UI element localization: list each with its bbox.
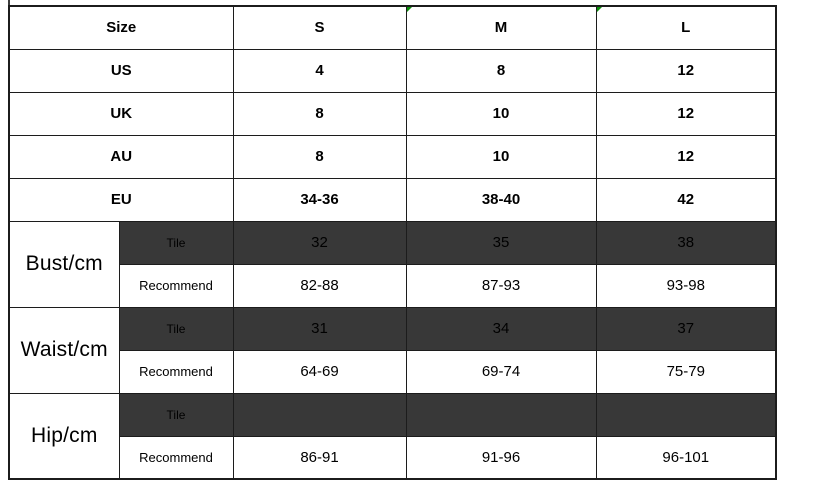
green-triangle-icon: [407, 7, 413, 12]
table-row-waist-tile: Waist/cm Tile 31 34 37: [8, 306, 777, 394]
cell-waist-tile-s: 31: [232, 306, 407, 351]
row-label-au: AU: [8, 134, 234, 179]
table-row-uk: UK 8 10 12: [8, 91, 777, 136]
cell-us-l: 12: [595, 48, 777, 93]
table-row-bust-tile: Bust/cm Tile 32 35 38: [8, 220, 777, 308]
table-row-hip-tile: Hip/cm Tile: [8, 392, 777, 480]
waist-recommend-label: Recommend: [118, 349, 234, 394]
cell-au-l: 12: [595, 134, 777, 179]
table-row-hip-recommend: Recommend 86-91 91-96 96-101: [9, 435, 777, 480]
size-chart-table: Size S M L US 4 8 12 UK 8 10 12: [8, 5, 777, 480]
cell-waist-tile-l: 37: [595, 306, 777, 351]
bust-tile-label: Tile: [118, 220, 234, 265]
row-label-eu: EU: [8, 177, 234, 222]
header-cell-l: L: [595, 5, 777, 50]
cell-hip-rec-s: 86-91: [232, 435, 407, 480]
hip-tile-label: Tile: [118, 392, 234, 437]
waist-tile-label: Tile: [118, 306, 234, 351]
cell-eu-m: 38-40: [405, 177, 597, 222]
table-row-waist-recommend: Recommend 64-69 69-74 75-79: [9, 349, 777, 394]
header-cell-s: S: [232, 5, 407, 50]
table-row-bust-recommend: Recommend 82-88 87-93 93-98: [9, 263, 777, 308]
cell-hip-tile-m: [405, 392, 597, 437]
header-row: Size S M L: [8, 5, 777, 50]
row-label-waist: Waist/cm: [8, 306, 120, 394]
header-cell-m-label: M: [494, 19, 508, 37]
header-cell-l-label: L: [681, 19, 691, 37]
green-triangle-icon: [597, 7, 603, 12]
cell-au-s: 8: [232, 134, 407, 179]
bust-recommend-label: Recommend: [118, 263, 234, 308]
cell-uk-m: 10: [405, 91, 597, 136]
cell-us-m: 8: [405, 48, 597, 93]
table-row-au: AU 8 10 12: [8, 134, 777, 179]
row-label-bust: Bust/cm: [8, 220, 120, 308]
crop-artifact-line: [8, 0, 10, 7]
cell-bust-rec-l: 93-98: [595, 263, 777, 308]
row-label-hip: Hip/cm: [8, 392, 120, 480]
cell-uk-s: 8: [232, 91, 407, 136]
hip-recommend-label: Recommend: [118, 435, 234, 480]
cell-au-m: 10: [405, 134, 597, 179]
header-cell-size: Size: [8, 5, 234, 50]
cell-hip-tile-s: [232, 392, 407, 437]
cell-bust-rec-s: 82-88: [232, 263, 407, 308]
cell-waist-tile-m: 34: [405, 306, 597, 351]
cell-eu-l: 42: [595, 177, 777, 222]
cell-waist-rec-l: 75-79: [595, 349, 777, 394]
cell-uk-l: 12: [595, 91, 777, 136]
cell-bust-rec-m: 87-93: [405, 263, 597, 308]
cell-bust-tile-s: 32: [232, 220, 407, 265]
cell-waist-rec-m: 69-74: [405, 349, 597, 394]
cell-hip-rec-l: 96-101: [595, 435, 777, 480]
cell-eu-s: 34-36: [232, 177, 407, 222]
cell-hip-tile-l: [595, 392, 777, 437]
table-row-us: US 4 8 12: [8, 48, 777, 93]
row-label-uk: UK: [8, 91, 234, 136]
table-row-eu: EU 34-36 38-40 42: [8, 177, 777, 222]
cell-us-s: 4: [232, 48, 407, 93]
cell-bust-tile-l: 38: [595, 220, 777, 265]
row-label-us: US: [8, 48, 234, 93]
cell-waist-rec-s: 64-69: [232, 349, 407, 394]
header-cell-m: M: [405, 5, 597, 50]
cell-hip-rec-m: 91-96: [405, 435, 597, 480]
cell-bust-tile-m: 35: [405, 220, 597, 265]
